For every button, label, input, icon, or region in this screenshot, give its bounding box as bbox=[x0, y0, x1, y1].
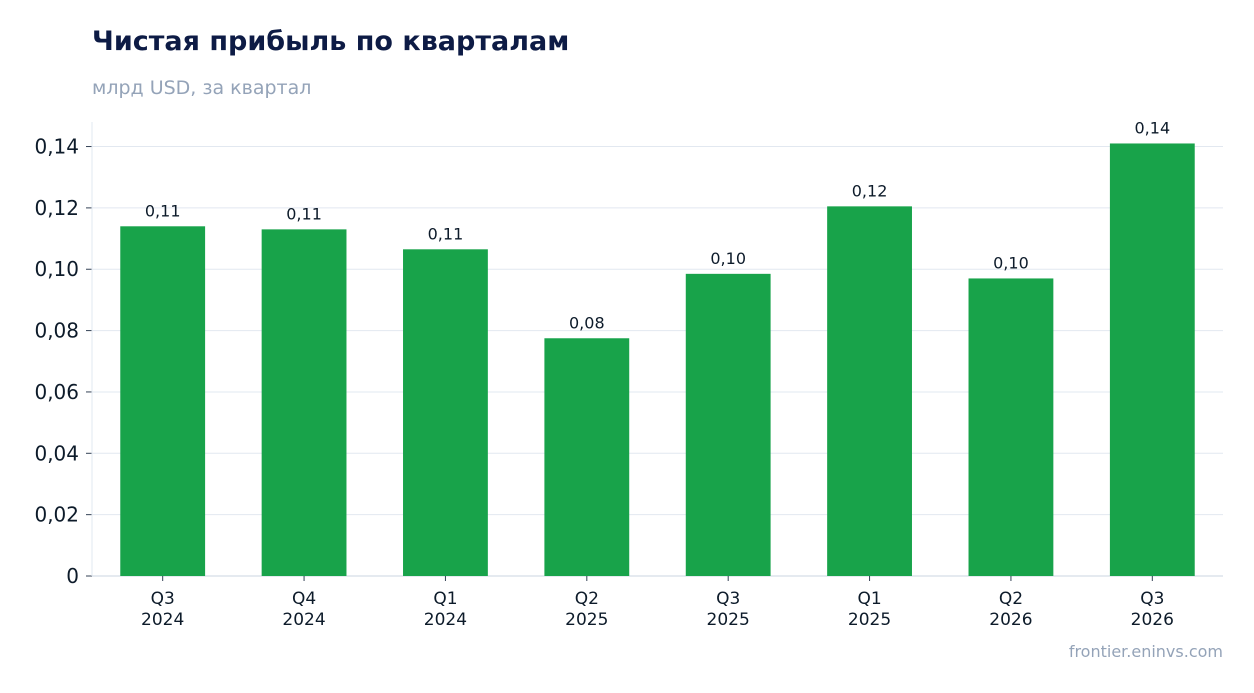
bar bbox=[685, 273, 771, 576]
y-tick-label: 0,04 bbox=[34, 441, 79, 465]
x-tick-label-year: 2026 bbox=[1131, 610, 1174, 630]
y-tick-label: 0,14 bbox=[34, 135, 79, 159]
x-tick-label-year: 2026 bbox=[989, 610, 1032, 630]
x-tick-label-year: 2025 bbox=[707, 610, 750, 630]
bar-value-label: 0,11 bbox=[428, 224, 464, 243]
bar bbox=[261, 229, 347, 576]
bar-value-label: 0,10 bbox=[710, 249, 746, 268]
x-tick-label-quarter: Q2 bbox=[999, 589, 1023, 609]
bar-value-label: 0,08 bbox=[569, 313, 605, 332]
chart-subtitle: млрд USD, за квартал bbox=[92, 77, 312, 99]
bar-value-label: 0,10 bbox=[993, 253, 1029, 272]
y-tick-label: 0 bbox=[66, 564, 79, 588]
source-label: frontier.eninvs.com bbox=[1068, 642, 1223, 661]
y-tick-label: 0,12 bbox=[34, 196, 79, 220]
bar bbox=[968, 278, 1054, 576]
bar bbox=[827, 206, 912, 577]
x-tick-label-quarter: Q3 bbox=[1140, 589, 1164, 609]
x-tick-label-year: 2025 bbox=[848, 610, 891, 630]
x-tick-label-quarter: Q2 bbox=[575, 589, 599, 609]
bar bbox=[403, 249, 488, 576]
x-tick-label-year: 2024 bbox=[282, 610, 325, 630]
x-tick-label-quarter: Q3 bbox=[151, 589, 175, 609]
x-tick-label-year: 2025 bbox=[565, 610, 608, 630]
y-tick-label: 0,06 bbox=[34, 380, 79, 404]
bar-value-label: 0,11 bbox=[145, 201, 181, 220]
x-tick-label-year: 2024 bbox=[424, 610, 467, 630]
x-tick-label-quarter: Q1 bbox=[433, 589, 457, 609]
x-tick-label-quarter: Q4 bbox=[292, 589, 316, 609]
bar-value-label: 0,11 bbox=[286, 204, 322, 223]
x-tick-label-year: 2024 bbox=[141, 610, 184, 630]
y-tick-label: 0,02 bbox=[34, 503, 79, 527]
bar-value-label: 0,14 bbox=[1135, 118, 1171, 137]
y-tick-label: 0,08 bbox=[34, 319, 79, 343]
bar-value-label: 0,12 bbox=[852, 181, 888, 200]
chart-title: Чистая прибыль по кварталам bbox=[92, 26, 570, 57]
bar bbox=[544, 338, 630, 576]
bar bbox=[1109, 143, 1195, 577]
bar bbox=[120, 226, 206, 576]
y-tick-label: 0,10 bbox=[34, 257, 79, 281]
x-tick-label-quarter: Q3 bbox=[716, 589, 740, 609]
x-tick-label-quarter: Q1 bbox=[857, 589, 881, 609]
